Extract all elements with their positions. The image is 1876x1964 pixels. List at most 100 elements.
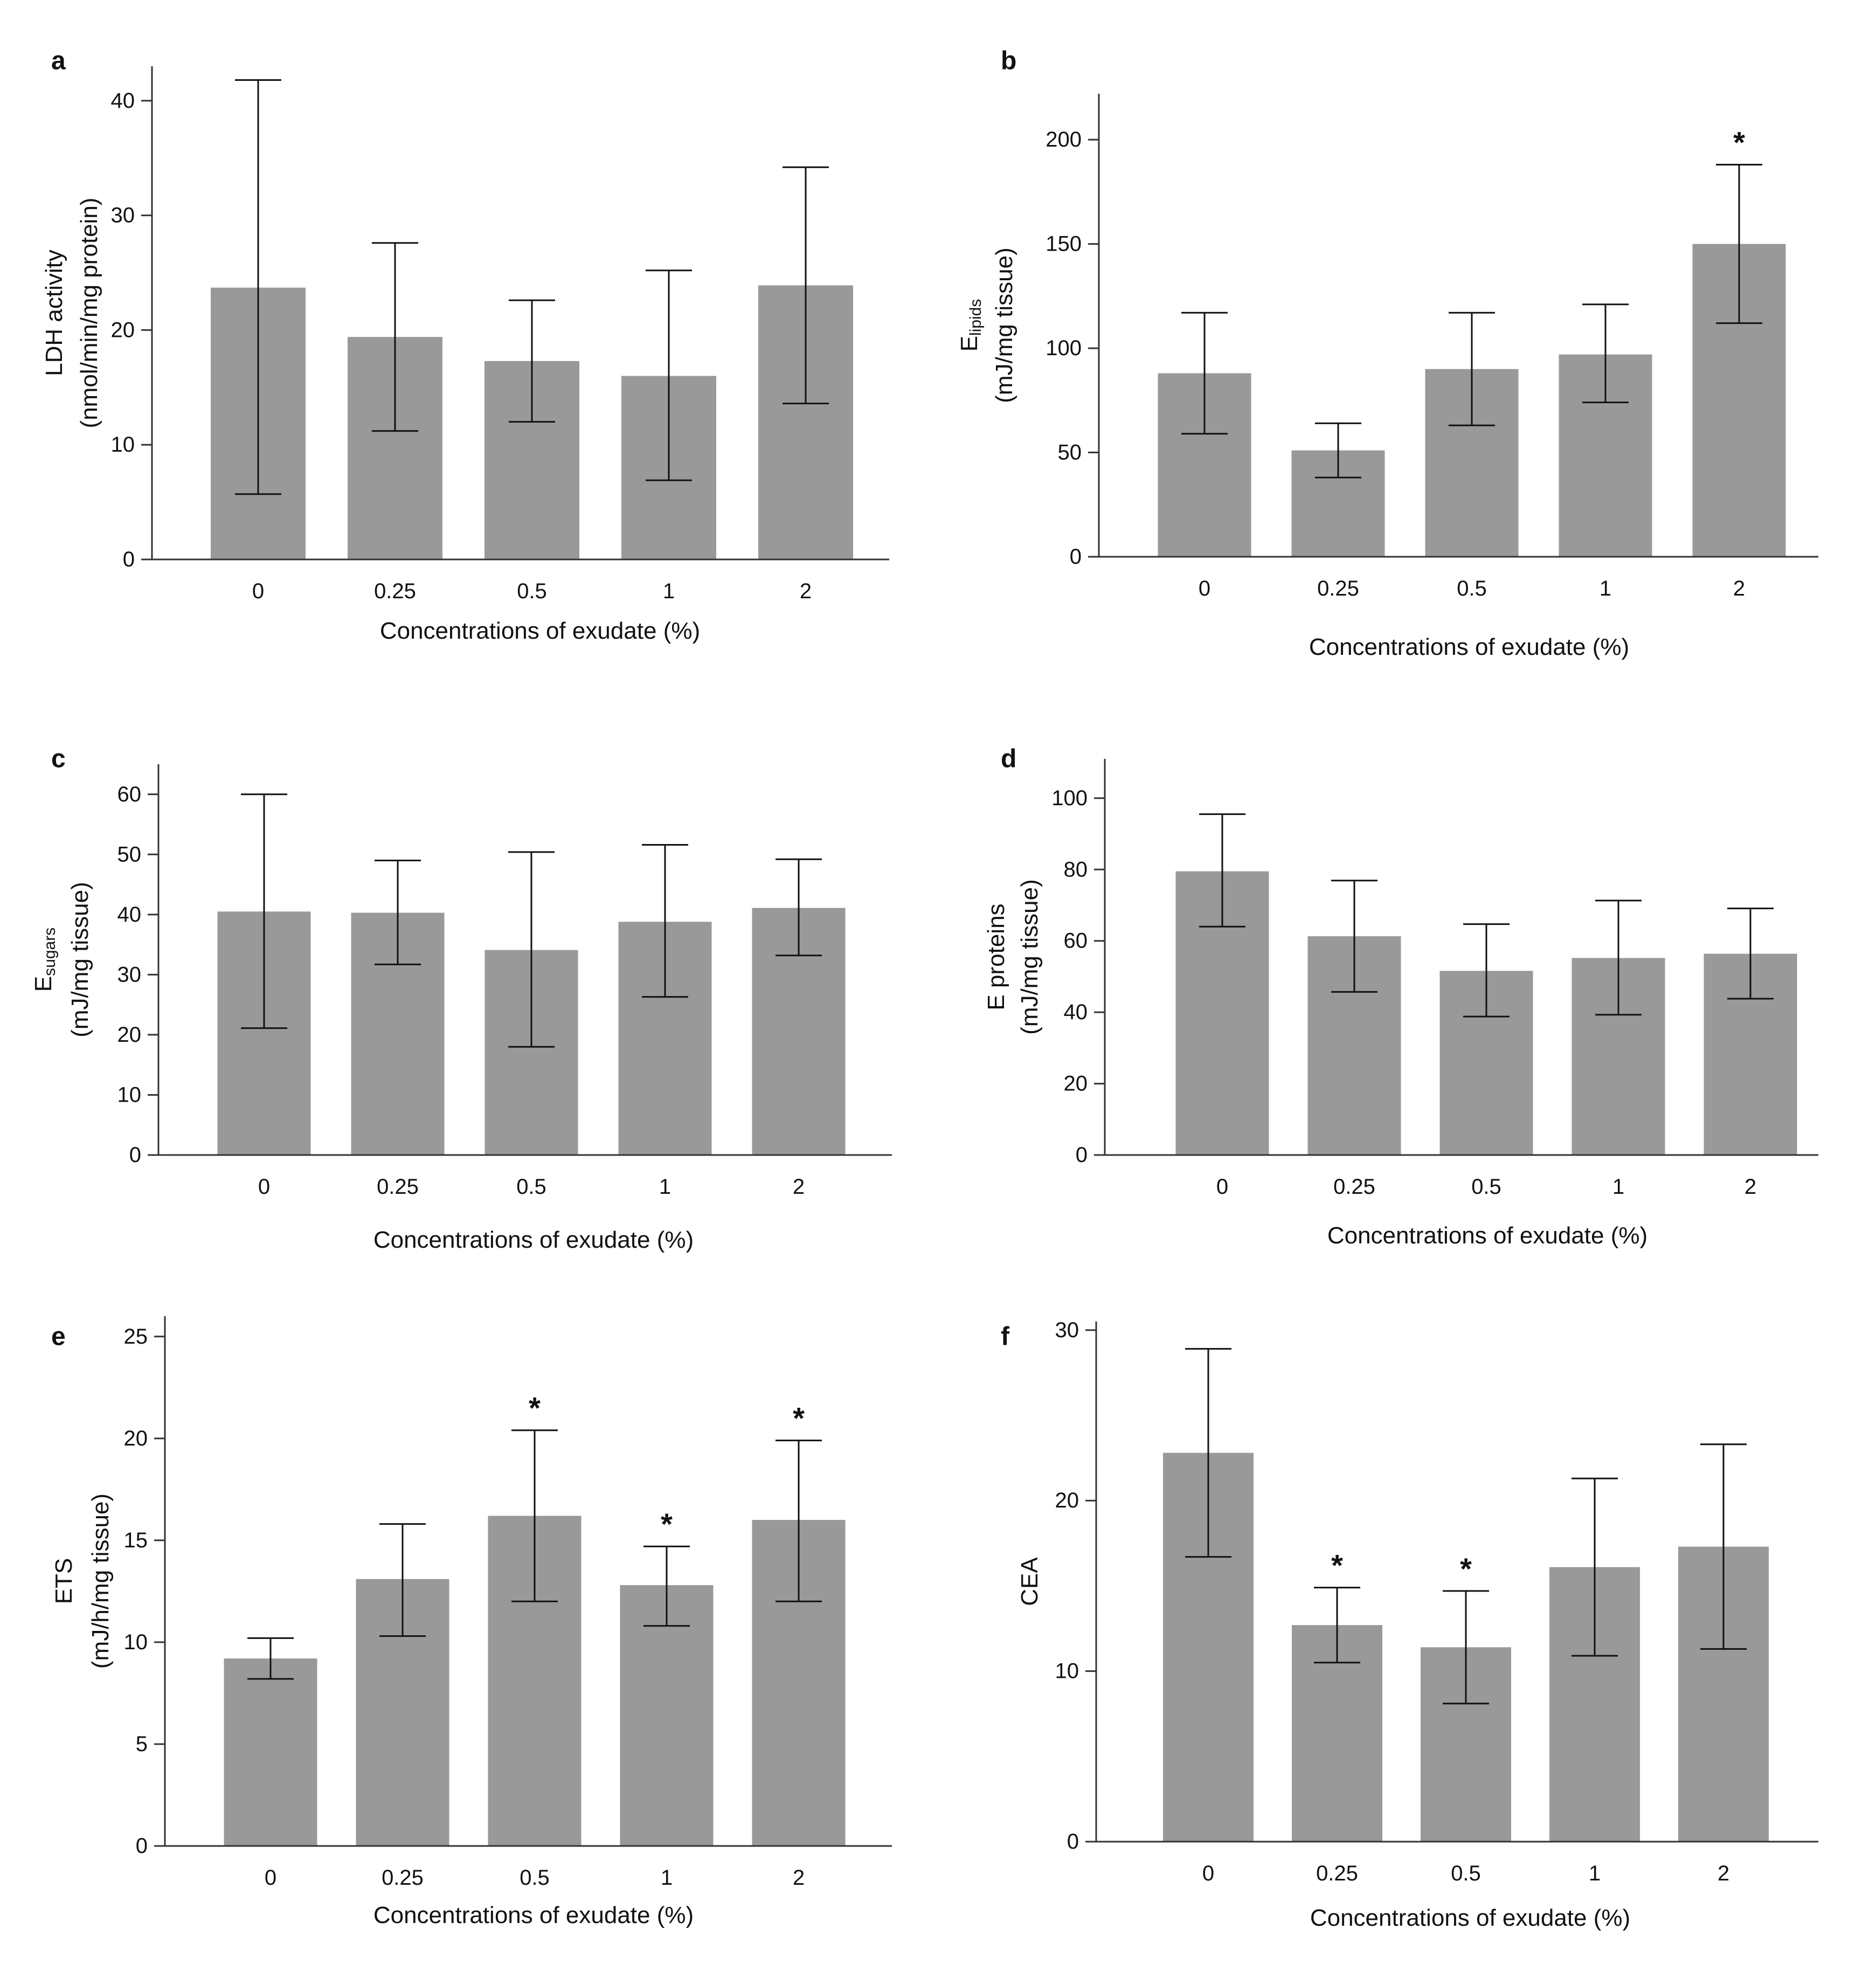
y-axis-label-line-2: (mJ/mg tissue)	[991, 247, 1017, 403]
panel-letter: d	[1001, 745, 1016, 773]
significance-mark: *	[1331, 1548, 1343, 1582]
x-tick-label: 0.25	[1333, 1175, 1375, 1199]
y-axis-label-text: (mJ/mg tissue)	[67, 882, 93, 1037]
error-bar-b-0	[1181, 312, 1228, 435]
error-bar-e-4	[776, 1440, 822, 1602]
y-axis-label-line-2: (mJ/mg tissue)	[67, 882, 93, 1037]
x-tick-label: 0.5	[516, 1175, 546, 1199]
x-tick-label: 0.5	[1457, 577, 1487, 600]
y-tick-label: 10	[117, 1083, 142, 1107]
error-bar-b-4	[1716, 164, 1762, 324]
y-tick-label: 10	[124, 1630, 148, 1654]
y-axis-label-text: (nmol/min/mg protein)	[76, 198, 102, 428]
x-tick-label: 1	[661, 1866, 673, 1890]
x-tick-label: 0	[252, 579, 264, 603]
x-tick-label: 0	[1199, 577, 1210, 600]
x-axis-label: Concentrations of exudate (%)	[380, 618, 700, 644]
error-bar-d-4	[1727, 907, 1774, 1000]
y-tick-label: 0	[123, 548, 135, 571]
error-bar-f-0	[1185, 1348, 1231, 1558]
error-bar-b-2	[1449, 312, 1495, 426]
y-axis-label-text: LDH activity	[41, 250, 67, 376]
error-bar-e-2	[511, 1429, 558, 1602]
y-axis-label-text: ETS	[51, 1558, 77, 1605]
chart-panel-a: a 0 10 20 30 40 0 0.25 0.5 1 2 Concentrations of ex…	[41, 47, 889, 644]
y-axis-label-text: CEA	[1016, 1557, 1043, 1606]
panel-letter: c	[51, 745, 66, 773]
y-axis-label-text: E	[30, 976, 57, 992]
significance-mark: *	[529, 1391, 541, 1425]
x-tick-label: 0.25	[374, 579, 416, 603]
chart-panel-b: b * 0 50 100 150 200 0 0.25 0.5 1 2 Concentrations o…	[956, 47, 1818, 660]
y-axis-label-line-1: Esugars	[30, 928, 59, 992]
x-tick-label: 0	[1202, 1862, 1214, 1885]
error-bar-a-0	[235, 79, 281, 495]
y-tick-label: 100	[1046, 336, 1082, 360]
y-axis-label-line-1: CEA	[1016, 1557, 1043, 1606]
error-bar-a-2	[509, 299, 555, 423]
x-tick-label: 0.5	[517, 579, 547, 603]
y-tick-label: 5	[136, 1732, 148, 1756]
y-tick-label: 60	[117, 783, 142, 806]
y-tick-label: 20	[1055, 1489, 1079, 1512]
y-axis-label-line-2: (mJ/mg tissue)	[1016, 879, 1043, 1034]
y-tick-label: 20	[124, 1427, 148, 1450]
significance-mark: *	[1460, 1552, 1472, 1586]
y-tick-label: 100	[1051, 786, 1088, 810]
chart-panel-e: e * * * 0 5 10 15 20 25 0 0.25 0.5 1 2 Concentrations o…	[51, 1316, 892, 1928]
y-axis-label-subscript: lipids	[967, 299, 985, 336]
error-bar-a-3	[646, 269, 692, 481]
error-bar-a-1	[372, 242, 418, 432]
error-bar-f-4	[1700, 1443, 1747, 1650]
x-tick-label: 0.5	[1471, 1175, 1501, 1199]
x-tick-label: 0	[258, 1175, 270, 1199]
y-tick-label: 0	[136, 1834, 148, 1858]
y-tick-label: 40	[1064, 1000, 1088, 1024]
error-bar-f-3	[1572, 1477, 1618, 1657]
x-tick-label: 2	[1733, 577, 1745, 600]
y-tick-label: 20	[1064, 1072, 1088, 1096]
y-tick-label: 40	[117, 903, 142, 926]
x-tick-label: 2	[1718, 1862, 1729, 1885]
y-axis-label-text: (mJ/h/mg tissue)	[87, 1493, 114, 1669]
x-axis-label: Concentrations of exudate (%)	[1327, 1222, 1647, 1249]
x-tick-label: 0.25	[1316, 1862, 1358, 1885]
significance-mark: *	[1733, 126, 1745, 160]
error-bar-e-3	[643, 1545, 690, 1627]
bar-e-0	[224, 1658, 317, 1846]
error-bar-a-4	[783, 166, 829, 405]
x-axis-label: Concentrations of exudate (%)	[1310, 1905, 1630, 1931]
y-tick-label: 25	[124, 1325, 148, 1348]
y-axis-label-line-2: (mJ/h/mg tissue)	[87, 1493, 114, 1669]
y-tick-label: 40	[111, 89, 135, 113]
y-tick-label: 0	[1076, 1143, 1088, 1167]
error-bar-d-3	[1595, 900, 1642, 1016]
y-axis-label-text: (mJ/mg tissue)	[991, 247, 1017, 403]
y-tick-label: 30	[1055, 1318, 1079, 1342]
x-tick-label: 1	[1612, 1175, 1624, 1199]
y-axis-label-line-1: ETS	[51, 1558, 77, 1605]
y-tick-label: 80	[1064, 857, 1088, 881]
x-tick-label: 0.5	[1451, 1862, 1481, 1885]
error-bar-c-0	[241, 793, 287, 1029]
y-tick-label: 0	[129, 1143, 141, 1167]
y-axis-label-text: (mJ/mg tissue)	[1016, 879, 1043, 1034]
y-tick-label: 200	[1046, 128, 1082, 151]
y-tick-label: 0	[1067, 1830, 1079, 1854]
error-bar-c-3	[642, 843, 688, 998]
y-tick-label: 50	[1058, 441, 1082, 465]
chart-panel-d: d 0 20 40 60 80 100 0 0.25 0.5 1 2 Concentrations of…	[983, 745, 1818, 1249]
bar-e-3	[620, 1585, 714, 1846]
x-tick-label: 2	[800, 579, 812, 603]
y-axis-label-line-1: Elipids	[956, 299, 985, 352]
significance-mark: *	[661, 1507, 673, 1541]
y-tick-label: 0	[1070, 545, 1082, 569]
y-axis-label-text: E	[956, 336, 982, 351]
x-tick-label: 1	[1600, 577, 1611, 600]
x-tick-label: 0	[265, 1866, 276, 1890]
x-tick-label: 0.5	[520, 1866, 550, 1890]
x-tick-label: 0.25	[382, 1866, 424, 1890]
y-tick-label: 20	[117, 1023, 142, 1047]
error-bar-f-2	[1443, 1590, 1489, 1705]
